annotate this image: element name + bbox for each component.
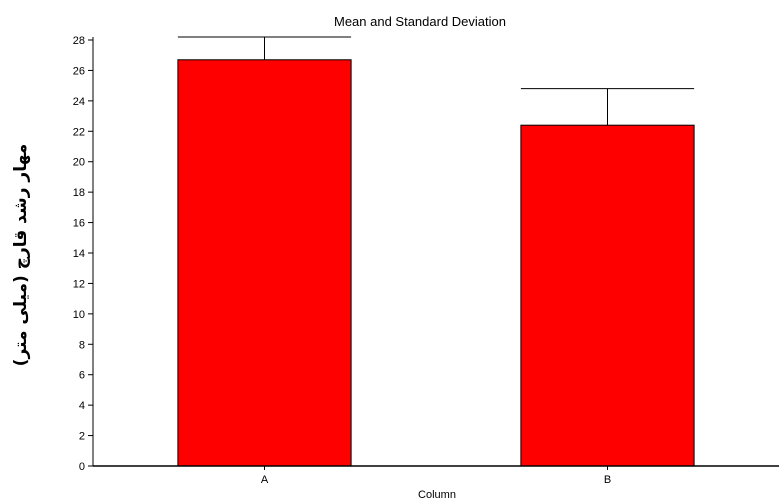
x-tick-label: B — [604, 474, 611, 486]
y-tick-label: 16 — [73, 218, 85, 230]
y-tick-label: 24 — [73, 96, 85, 108]
y-tick-label: 10 — [73, 309, 85, 321]
y-tick-label: 8 — [79, 339, 85, 351]
y-tick-label: 14 — [73, 248, 85, 260]
bar — [177, 59, 352, 467]
y-tick-label: 6 — [79, 370, 85, 382]
y-tick-label: 2 — [79, 431, 85, 443]
y-tick-label: 18 — [73, 187, 85, 199]
y-tick-label: 26 — [73, 65, 85, 77]
y-tick-label: 0 — [79, 461, 85, 473]
bars-layer — [177, 36, 695, 467]
y-tick-label: 28 — [73, 35, 85, 47]
y-tick-label: 4 — [79, 400, 85, 412]
y-axis-label: مهار رشد قارچ (میلی متر) — [11, 144, 31, 367]
y-tick-label: 22 — [73, 126, 85, 138]
x-axis-label: Column — [418, 489, 456, 501]
bar — [520, 124, 695, 467]
chart-title: Mean and Standard Deviation — [334, 14, 506, 29]
y-tick-label: 20 — [73, 157, 85, 169]
x-tick-label: A — [261, 474, 269, 486]
y-tick-label: 12 — [73, 278, 85, 290]
